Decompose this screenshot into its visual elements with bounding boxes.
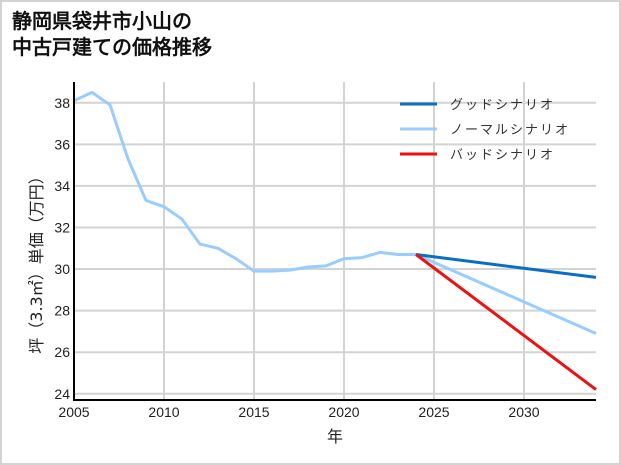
y-tick-label: 32 (54, 219, 70, 235)
tick-labels: 2005 2010 2015 2020 2025 2030 24 26 28 30 32 34 36 38 (54, 95, 539, 420)
y-tick-label: 26 (54, 344, 70, 360)
y-axis-label: 坪（3.3㎡）単価（万円） (27, 168, 46, 353)
series-line (415, 253, 597, 391)
y-tick-label: 36 (54, 136, 70, 152)
x-tick-label: 2025 (418, 404, 449, 420)
series-line (415, 253, 597, 279)
axes (73, 82, 596, 401)
x-tick-label: 2005 (58, 404, 89, 420)
legend-label: グッドシナリオ (450, 98, 555, 113)
chart-title: 静岡県袋井市小山の 中古戸建ての価格推移 (12, 9, 212, 59)
x-tick-label: 2020 (328, 404, 359, 420)
legend-label: バッドシナリオ (450, 148, 555, 163)
x-tick-label: 2015 (238, 404, 269, 420)
y-tick-label: 24 (54, 386, 70, 402)
y-tick-label: 34 (54, 178, 70, 194)
series-line (73, 90, 597, 335)
y-tick-label: 28 (54, 303, 70, 319)
x-axis-label: 年 (327, 427, 343, 446)
x-tick-label: 2030 (508, 404, 539, 420)
y-tick-label: 30 (54, 261, 70, 277)
y-tick-label: 38 (54, 95, 70, 111)
data-series (73, 90, 597, 391)
x-tick-label: 2010 (148, 404, 179, 420)
legend-label: ノーマルシナリオ (450, 123, 570, 138)
